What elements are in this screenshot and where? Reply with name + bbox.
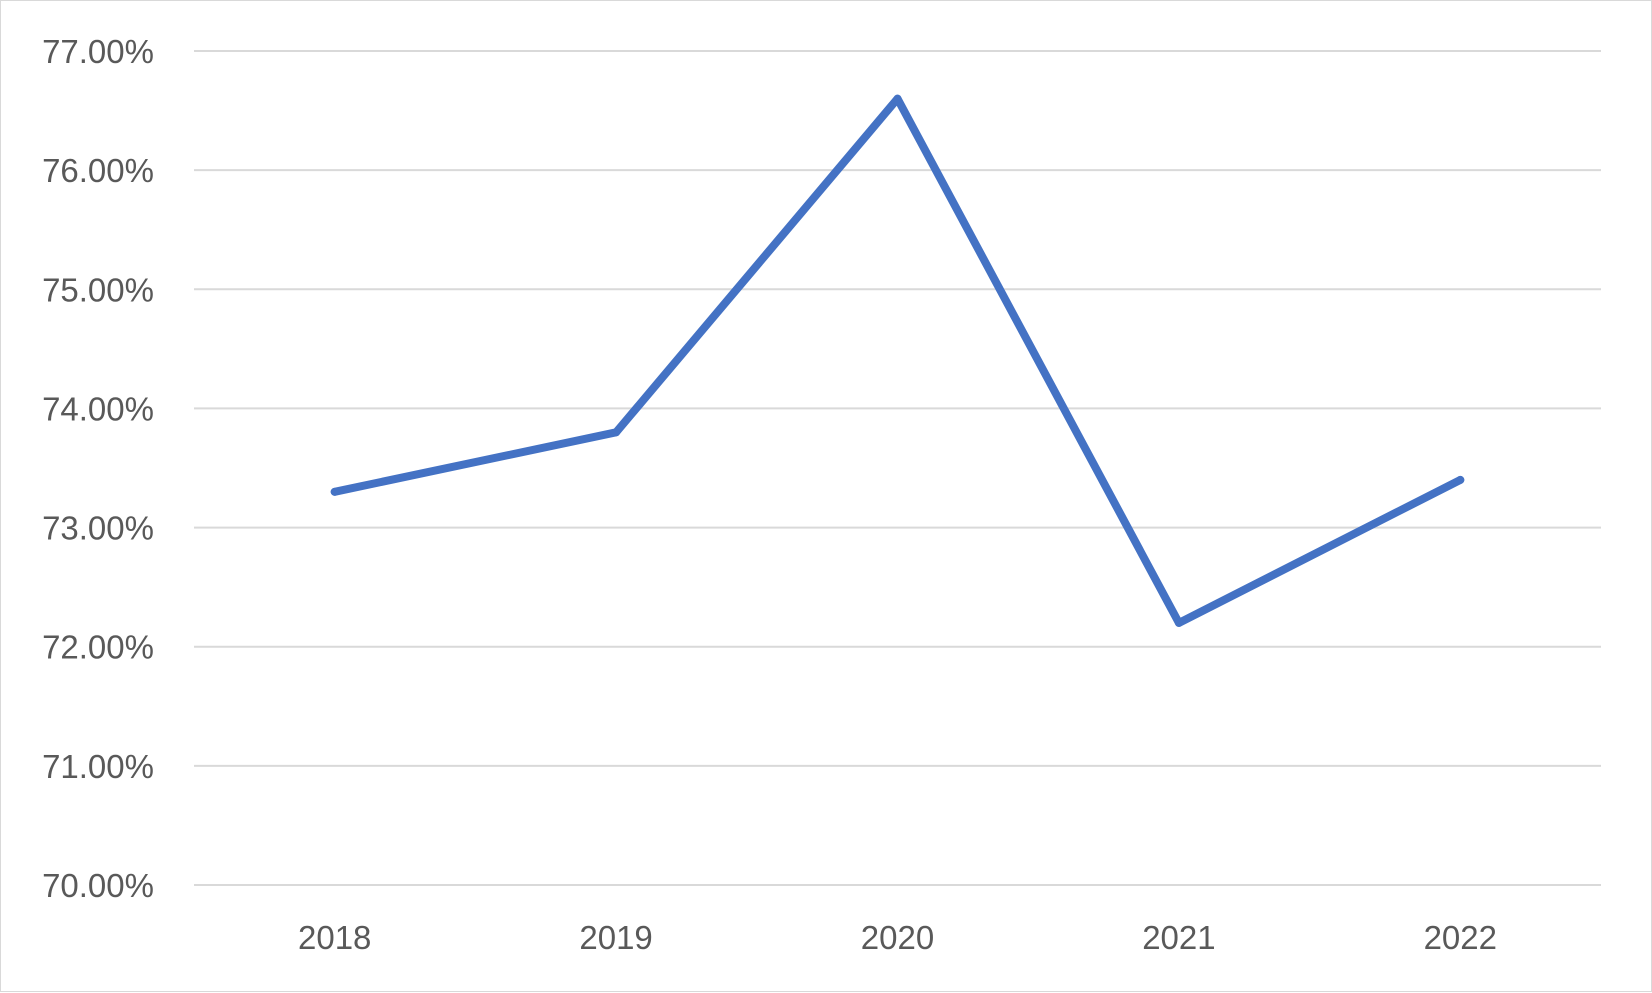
gridlines [194,50,1601,886]
x-axis-tick-labels: 2018 2019 2020 2021 2022 [298,919,1497,956]
x-tick-label: 2018 [298,919,371,956]
y-tick-label: 77.00% [42,33,154,70]
x-tick-label: 2019 [579,919,652,956]
y-tick-label: 75.00% [42,271,154,308]
y-tick-label: 76.00% [42,152,154,189]
y-tick-label: 73.00% [42,510,154,547]
y-tick-label: 70.00% [42,867,154,904]
y-tick-label: 71.00% [42,748,154,785]
x-tick-label: 2022 [1424,919,1497,956]
data-point [612,428,621,437]
data-point [1174,618,1183,627]
x-tick-label: 2020 [861,919,934,956]
data-point [1456,475,1465,484]
y-tick-label: 74.00% [42,390,154,427]
data-point [330,487,339,496]
y-tick-label: 72.00% [42,629,154,666]
data-point [893,94,902,103]
y-axis-tick-labels: 70.00% 71.00% 72.00% 73.00% 74.00% 75.00% 76.0… [42,33,154,904]
x-tick-label: 2021 [1142,919,1215,956]
series-group [330,94,1465,627]
series-line [330,94,1465,627]
